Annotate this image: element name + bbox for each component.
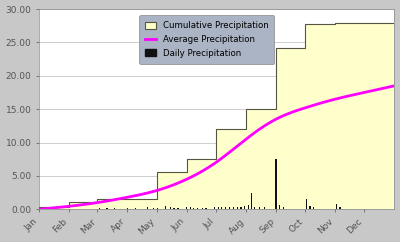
Bar — [177, 208, 178, 209]
Bar — [251, 193, 252, 209]
Bar — [114, 208, 115, 209]
Bar — [170, 207, 171, 209]
Bar — [202, 208, 203, 209]
Bar — [279, 205, 280, 209]
Bar — [221, 207, 222, 209]
Bar — [225, 207, 226, 209]
Bar — [153, 208, 154, 209]
Bar — [309, 206, 310, 209]
Bar — [174, 208, 175, 209]
Bar — [340, 207, 341, 209]
Bar — [157, 208, 158, 209]
Bar — [186, 207, 187, 209]
Bar — [283, 207, 284, 209]
Bar — [336, 204, 337, 209]
Bar — [218, 207, 219, 209]
Bar — [127, 208, 128, 209]
Bar — [313, 207, 314, 209]
Legend: Cumulative Precipitation, Average Precipitation, Daily Precipitation: Cumulative Precipitation, Average Precip… — [139, 15, 274, 64]
Bar — [240, 207, 242, 209]
Bar — [236, 207, 238, 209]
Bar — [147, 207, 148, 209]
Bar — [233, 207, 234, 209]
Bar — [99, 208, 100, 209]
Bar — [197, 208, 198, 209]
Bar — [106, 208, 108, 209]
Bar — [135, 208, 136, 209]
Bar — [254, 207, 255, 209]
Bar — [248, 205, 249, 209]
Bar — [264, 207, 265, 209]
Bar — [259, 207, 260, 209]
Bar — [165, 206, 166, 209]
Bar — [206, 208, 207, 209]
Bar — [229, 207, 230, 209]
Bar — [214, 207, 215, 209]
Bar — [190, 207, 191, 209]
Bar — [244, 206, 246, 209]
Bar — [193, 208, 194, 209]
Bar — [306, 199, 307, 209]
